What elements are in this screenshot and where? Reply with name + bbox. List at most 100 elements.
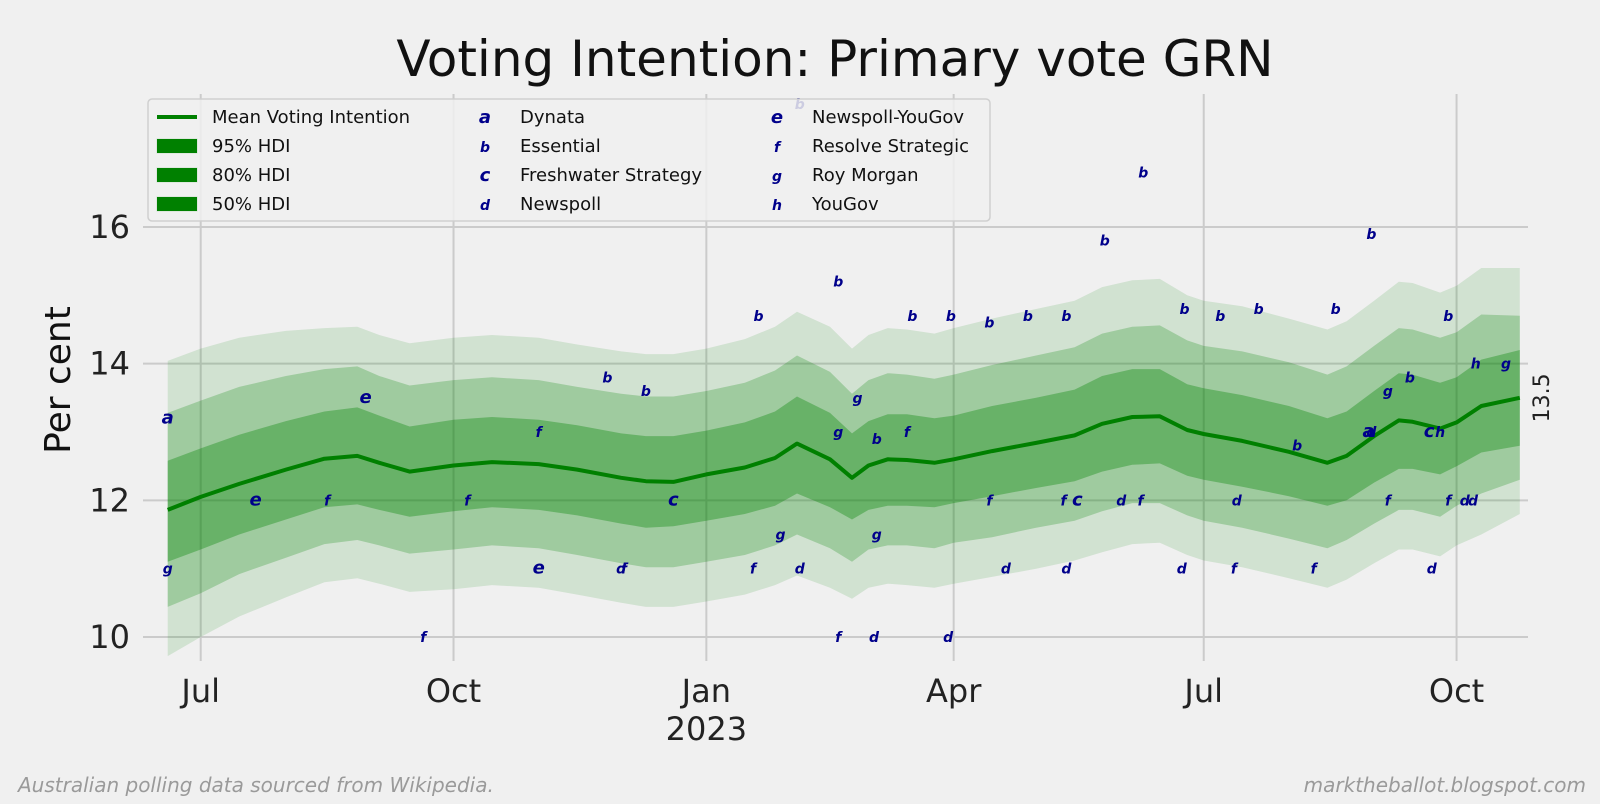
poll-marker-d: d <box>1116 493 1127 509</box>
poll-marker-b: b <box>641 384 651 400</box>
legend-band-swatch <box>156 196 198 212</box>
poll-marker-f: f <box>420 630 428 646</box>
poll-marker-b: b <box>1061 309 1071 325</box>
legend-label-band: 50% HDI <box>212 194 290 215</box>
legend-marker-f: f <box>774 140 782 156</box>
poll-marker-g: g <box>1383 384 1393 400</box>
poll-marker-e: e <box>533 558 545 579</box>
y-tick-label: 14 <box>89 345 130 383</box>
poll-marker-c: c <box>1424 421 1435 442</box>
poll-marker-b: b <box>1405 370 1415 386</box>
legend-label-house: Roy Morgan <box>812 165 919 186</box>
legend-marker-e: e <box>771 107 783 128</box>
x-tick-label: Jul <box>179 672 220 710</box>
poll-marker-b: b <box>1100 234 1110 250</box>
poll-marker-b: b <box>984 316 994 332</box>
poll-marker-b: b <box>1215 309 1225 325</box>
poll-marker-d: d <box>1468 493 1479 509</box>
legend-label-house: YouGov <box>811 194 879 215</box>
legend-label-house: Resolve Strategic <box>812 136 969 157</box>
poll-marker-d: d <box>869 630 880 646</box>
x-tick-label: Jul <box>1182 672 1223 710</box>
poll-marker-f: f <box>904 425 912 441</box>
footer-site-credit: marktheballot.blogspot.com <box>1303 773 1586 797</box>
poll-marker-b: b <box>602 370 612 386</box>
poll-marker-b: b <box>1292 439 1302 455</box>
hdi-80-band <box>167 314 1520 607</box>
poll-marker-d: d <box>1366 425 1377 441</box>
poll-marker-g: g <box>852 391 862 407</box>
poll-marker-d: d <box>1460 493 1471 509</box>
poll-marker-f: f <box>1445 493 1453 509</box>
legend-marker-h: h <box>772 198 782 214</box>
poll-marker-g: g <box>1501 357 1511 373</box>
legend: Mean Voting Intention 95% HDI 80% HDI 50% H… <box>147 98 991 222</box>
poll-marker-b: b <box>754 309 764 325</box>
poll-marker-a: a <box>1363 421 1375 442</box>
legend-box <box>147 98 991 222</box>
hdi-bands <box>167 268 1520 657</box>
poll-marker-h: h <box>1471 357 1481 373</box>
poll-marker-b: b <box>1023 309 1033 325</box>
chart-title: Voting Intention: Primary vote GRN <box>396 30 1273 88</box>
poll-marker-g: g <box>163 562 173 578</box>
mean-line-layer <box>166 395 1521 512</box>
poll-marker-b: b <box>833 275 843 291</box>
legend-label-band: 95% HDI <box>212 136 290 157</box>
poll-marker-e: e <box>250 489 262 510</box>
hdi-95-band <box>167 268 1520 657</box>
legend-band-swatch <box>156 138 198 154</box>
legend-marker-c: c <box>480 165 491 186</box>
poll-marker-g: g <box>872 528 882 544</box>
y-tick-label: 12 <box>89 481 130 519</box>
poll-marker-b: b <box>1138 165 1148 181</box>
poll-marker-d: d <box>616 562 627 578</box>
legend-label-band: 80% HDI <box>212 165 290 186</box>
poll-marker-b: b <box>1366 227 1376 243</box>
poll-marker-c: c <box>668 489 679 510</box>
x-tick-label: Oct <box>1429 672 1484 710</box>
legend-band-swatch <box>156 167 198 183</box>
x-tick-label: Oct <box>426 672 481 710</box>
poll-marker-b: b <box>1443 309 1453 325</box>
legend-marker-b: b <box>480 140 490 156</box>
poll-marker-f: f <box>324 493 332 509</box>
poll-marker-b: b <box>872 432 882 448</box>
poll-marker-b: b <box>946 309 956 325</box>
poll-marker-f: f <box>1061 493 1069 509</box>
poll-marker-b: b <box>1179 302 1189 318</box>
poll-marker-d: d <box>1001 562 1012 578</box>
x-tick-sublabel: 2023 <box>666 710 747 748</box>
hdi-50-band <box>167 350 1520 562</box>
legend-marker-g: g <box>772 169 782 185</box>
legend-label-house: Essential <box>520 136 601 157</box>
x-tick-label: Apr <box>926 672 982 710</box>
legend-marker-a: a <box>479 107 491 128</box>
poll-marker-f: f <box>750 562 758 578</box>
poll-marker-f: f <box>536 425 544 441</box>
poll-marker-d: d <box>795 562 806 578</box>
poll-marker-h: h <box>1435 425 1445 441</box>
poll-marker-f: f <box>1385 493 1393 509</box>
poll-marker-e: e <box>359 387 371 408</box>
poll-marker-f: f <box>464 493 472 509</box>
poll-marker-d: d <box>1232 493 1243 509</box>
mean-voting-intention-line <box>166 395 1521 512</box>
poll-marker-f: f <box>1311 562 1319 578</box>
legend-label-house: Newspoll-YouGov <box>812 107 964 128</box>
poll-marker-f: f <box>621 562 629 578</box>
legend-label-house: Dynata <box>520 107 585 128</box>
y-tick-label: 16 <box>89 208 130 246</box>
footer-source-note: Australian polling data sourced from Wik… <box>18 773 494 797</box>
poll-marker-f: f <box>835 630 843 646</box>
poll-marker-a: a <box>162 407 174 428</box>
legend-label-house: Newspoll <box>520 194 601 215</box>
poll-marker-d: d <box>1061 562 1072 578</box>
poll-marker-f: f <box>1231 562 1239 578</box>
poll-marker-b: b <box>1331 302 1341 318</box>
poll-marker-g: g <box>833 425 843 441</box>
end-value-label: 13.5 <box>1530 373 1555 422</box>
